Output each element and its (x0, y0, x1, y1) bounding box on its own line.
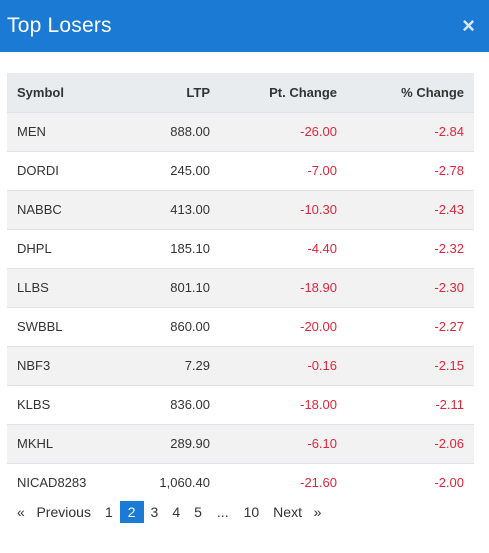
cell-ltp: 413.00 (170, 202, 210, 217)
cell-symbol: SWBBL (17, 319, 63, 334)
cell-pt-change: -7.00 (307, 163, 337, 178)
cell-pct-change: -2.11 (435, 397, 464, 412)
cell-pct-change: -2.32 (434, 241, 464, 256)
cell-pct-change: -2.78 (434, 163, 464, 178)
table-header-row: Symbol LTP Pt. Change % Change (7, 73, 474, 112)
previous-label: Previous (36, 504, 91, 520)
cell-symbol: MKHL (17, 436, 54, 451)
cell-ltp: 185.10 (170, 241, 210, 256)
cell-ltp: 801.10 (170, 280, 210, 295)
cell-pct-change: -2.06 (434, 436, 464, 451)
cell-symbol: MEN (17, 124, 46, 139)
cell-pct-change: -2.15 (434, 358, 464, 373)
table-row[interactable]: KLBS 836.00 -18.00 -2.11 (7, 385, 474, 424)
table-row[interactable]: DHPL 185.10 -4.40 -2.32 (7, 229, 474, 268)
cell-symbol: NICAD8283 (17, 475, 87, 491)
table-row[interactable]: DORDI 245.00 -7.00 -2.78 (7, 151, 474, 190)
pagination: « Previous 1 2 3 4 5... 10 Next » (10, 501, 328, 523)
cell-ltp: 836.00 (170, 397, 210, 412)
cell-pt-change: -20.00 (300, 319, 337, 334)
modal-title: Top Losers (7, 14, 112, 37)
cell-ltp: 860.00 (170, 319, 210, 334)
cell-symbol: DORDI (17, 163, 59, 178)
column-header-pt-change[interactable]: Pt. Change (269, 84, 337, 100)
column-header-ltp[interactable]: LTP (186, 84, 210, 100)
table-row[interactable]: LLBS 801.10 -18.90 -2.30 (7, 268, 474, 307)
cell-symbol: KLBS (17, 397, 51, 412)
cell-pt-change: -10.30 (300, 202, 337, 217)
cell-ltp: 7.29 (184, 358, 210, 373)
cell-ltp: 1,060.40 (159, 475, 210, 491)
table-row[interactable]: NBF3 7.29 -0.16 -2.15 (7, 346, 474, 385)
close-icon[interactable]: × (462, 13, 475, 38)
cell-symbol: DHPL (17, 241, 52, 256)
next-arrow-icon: » (313, 504, 322, 520)
table-row[interactable]: SWBBL 860.00 -20.00 -2.27 (7, 307, 474, 346)
table-row[interactable]: MEN 888.00 -26.00 -2.84 (7, 112, 474, 151)
page-ellipsis: ... (216, 504, 229, 520)
next-page-link[interactable]: Next » (266, 501, 328, 523)
cell-pt-change: -21.60 (300, 475, 337, 491)
next-label: Next (273, 504, 302, 520)
previous-arrow-icon: « (17, 504, 25, 520)
cell-pct-change: -2.84 (434, 124, 464, 139)
cell-symbol: NBF3 (17, 358, 51, 373)
cell-ltp: 289.90 (170, 436, 210, 451)
cell-ltp: 888.00 (170, 124, 210, 139)
cell-pt-change: -18.00 (300, 397, 337, 412)
cell-pt-change: -18.90 (300, 280, 337, 295)
cell-symbol: LLBS (17, 280, 49, 295)
cell-pct-change: -2.27 (434, 319, 464, 334)
cell-pct-change: -2.00 (434, 475, 464, 491)
table-row[interactable]: NABBC 413.00 -10.30 -2.43 (7, 190, 474, 229)
cell-pt-change: -26.00 (300, 124, 337, 139)
cell-pt-change: -0.16 (307, 358, 337, 373)
previous-page-link[interactable]: « Previous (10, 501, 98, 523)
table-row[interactable]: NICAD8283 1,060.40 -21.60 -2.00 (7, 463, 474, 502)
cell-pct-change: -2.30 (434, 280, 464, 295)
page-link-1[interactable]: 1 (104, 504, 113, 520)
column-header-symbol[interactable]: Symbol (17, 84, 64, 100)
losers-table-container: Symbol LTP Pt. Change % Change MEN 888.00… (7, 73, 474, 502)
page-link-4[interactable]: 4 (172, 504, 181, 520)
cell-pct-change: -2.43 (434, 202, 464, 217)
page-link-5[interactable]: 5 (194, 504, 202, 520)
page-link-2[interactable]: 2 (119, 501, 144, 523)
cell-pt-change: -4.40 (307, 241, 337, 256)
modal-header: Top Losers × (0, 0, 489, 52)
table-row[interactable]: MKHL 289.90 -6.10 -2.06 (7, 424, 474, 463)
cell-ltp: 245.00 (170, 163, 210, 178)
cell-pt-change: -6.10 (307, 436, 337, 451)
page-link-3[interactable]: 3 (150, 504, 159, 520)
cell-symbol: NABBC (17, 202, 62, 217)
losers-table: Symbol LTP Pt. Change % Change MEN 888.00… (7, 73, 474, 502)
column-header-pct-change[interactable]: % Change (401, 84, 464, 100)
page-link-10[interactable]: 10 (243, 504, 260, 520)
